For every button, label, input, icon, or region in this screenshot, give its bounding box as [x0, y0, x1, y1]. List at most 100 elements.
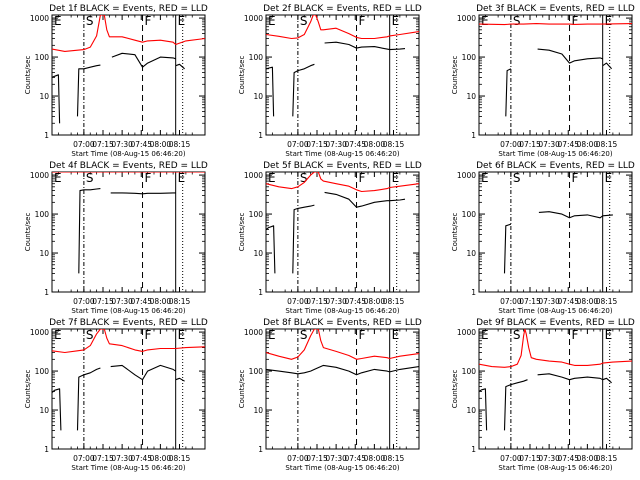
event-marker-label: E — [54, 171, 62, 185]
event-marker-label: E — [268, 328, 276, 342]
events-series-line — [266, 225, 276, 274]
x-tick-label: 08:00 — [577, 454, 599, 463]
event-marker-label: F — [572, 14, 579, 28]
event-marker-label: E — [481, 328, 489, 342]
event-marker-label: S — [86, 328, 94, 342]
y-axis-label: Counts/sec — [24, 213, 32, 252]
event-marker-label: E — [54, 14, 62, 28]
x-tick-label: 07:15 — [92, 454, 114, 463]
y-tick-label: 1000 — [30, 328, 49, 337]
x-tick-label: 07:15 — [306, 140, 328, 149]
x-tick-label: 07:15 — [92, 140, 114, 149]
x-tick-label: 07:15 — [519, 140, 541, 149]
detector-panel: Det 3f BLACK = Events, RED = LLD 1 10 100 10… — [451, 4, 635, 158]
y-tick-label: 1000 — [457, 14, 476, 23]
event-marker-label: E — [605, 171, 613, 185]
detector-panel: Det 1f BLACK = Events, RED = LLD 1 10 100 10… — [24, 4, 208, 158]
y-tick-label: 100 — [35, 210, 50, 219]
lld-series-line — [52, 329, 205, 354]
y-tick-label: 10 — [253, 249, 263, 258]
series-group — [52, 329, 205, 431]
x-tick-label: 07:00 — [500, 454, 522, 463]
x-tick-label: 08:00 — [364, 297, 386, 306]
x-tick-label: 07:30 — [111, 454, 133, 463]
x-tick-label: 08:15 — [169, 140, 191, 149]
series-group — [52, 15, 205, 124]
x-tick-label: 07:00 — [73, 140, 95, 149]
y-tick-label: 100 — [35, 53, 50, 62]
x-axis-label: Start Time (08-Aug-15 06:46:20) — [498, 307, 612, 315]
y-axis-label: Counts/sec — [451, 370, 459, 409]
event-marker-label: F — [359, 14, 366, 28]
events-series-line — [52, 388, 62, 431]
y-tick-label: 1 — [44, 288, 49, 297]
series-group — [503, 211, 613, 274]
plot-frame — [478, 14, 633, 136]
plot-frame — [478, 171, 633, 293]
event-marker-label: E — [392, 14, 400, 28]
y-tick-label: 100 — [462, 367, 477, 376]
y-tick-label: 1 — [44, 445, 49, 454]
x-tick-label: 08:00 — [577, 297, 599, 306]
series-group — [52, 172, 205, 274]
y-tick-label: 1 — [471, 445, 476, 454]
event-marker-label: F — [145, 171, 152, 185]
x-tick-label: 08:15 — [169, 297, 191, 306]
y-tick-label: 10 — [39, 249, 49, 258]
event-marker-label: E — [268, 171, 276, 185]
y-tick-label: 100 — [35, 367, 50, 376]
y-axis-label: Counts/sec — [451, 56, 459, 95]
event-marker-label: E — [54, 328, 62, 342]
events-series-line — [110, 192, 176, 195]
y-axis-label: Counts/sec — [238, 56, 246, 95]
events-series-line — [175, 63, 185, 70]
x-tick-label: 07:00 — [73, 297, 95, 306]
event-marker-label: F — [145, 14, 152, 28]
y-tick-label: 10 — [39, 406, 49, 415]
events-series-line — [505, 68, 512, 117]
event-marker-label: S — [513, 171, 521, 185]
panel-title: Det 9f BLACK = Events, RED = LLD — [476, 318, 635, 328]
x-tick-label: 07:45 — [344, 454, 366, 463]
y-tick-label: 10 — [466, 406, 476, 415]
event-marker-label: S — [513, 328, 521, 342]
panel-title: Det 1f BLACK = Events, RED = LLD — [49, 4, 208, 14]
lld-series-line — [266, 329, 419, 360]
plot-frame — [51, 328, 206, 450]
events-series-line — [76, 367, 101, 431]
x-tick-label: 07:15 — [519, 297, 541, 306]
plot-frame — [478, 328, 633, 450]
x-tick-label: 07:45 — [130, 140, 152, 149]
series-group — [266, 329, 419, 376]
y-tick-label: 1 — [471, 131, 476, 140]
detector-panel: Det 4f BLACK = Events, RED = LLD 1 10 100 10… — [24, 161, 208, 315]
y-tick-label: 1 — [258, 445, 263, 454]
y-tick-label: 1000 — [244, 171, 263, 180]
x-tick-label: 08:15 — [596, 297, 618, 306]
events-series-line — [602, 377, 612, 384]
x-tick-label: 07:30 — [538, 454, 560, 463]
x-tick-label: 07:00 — [73, 454, 95, 463]
y-tick-label: 100 — [249, 367, 264, 376]
x-tick-label: 08:15 — [169, 454, 191, 463]
x-tick-label: 07:15 — [306, 297, 328, 306]
events-series-line — [110, 364, 177, 381]
y-tick-label: 10 — [466, 249, 476, 258]
x-tick-label: 08:00 — [577, 140, 599, 149]
event-marker-label: S — [86, 171, 94, 185]
event-marker-label: S — [300, 14, 308, 28]
events-series-line — [266, 66, 275, 117]
panel-title: Det 3f BLACK = Events, RED = LLD — [476, 4, 635, 14]
x-axis-label: Start Time (08-Aug-15 06:46:20) — [285, 150, 399, 158]
x-tick-label: 07:45 — [557, 297, 579, 306]
x-tick-label: 08:00 — [364, 140, 386, 149]
x-tick-label: 08:15 — [596, 454, 618, 463]
detector-panel: Det 5f BLACK = Events, RED = LLD 1 10 100 10… — [238, 161, 422, 315]
x-tick-label: 08:00 — [150, 454, 172, 463]
events-series-line — [538, 211, 613, 219]
events-series-line — [292, 63, 315, 117]
events-series-line — [292, 204, 315, 274]
panel-title: Det 2f BLACK = Events, RED = LLD — [263, 4, 422, 14]
x-axis-label: Start Time (08-Aug-15 06:46:20) — [285, 307, 399, 315]
